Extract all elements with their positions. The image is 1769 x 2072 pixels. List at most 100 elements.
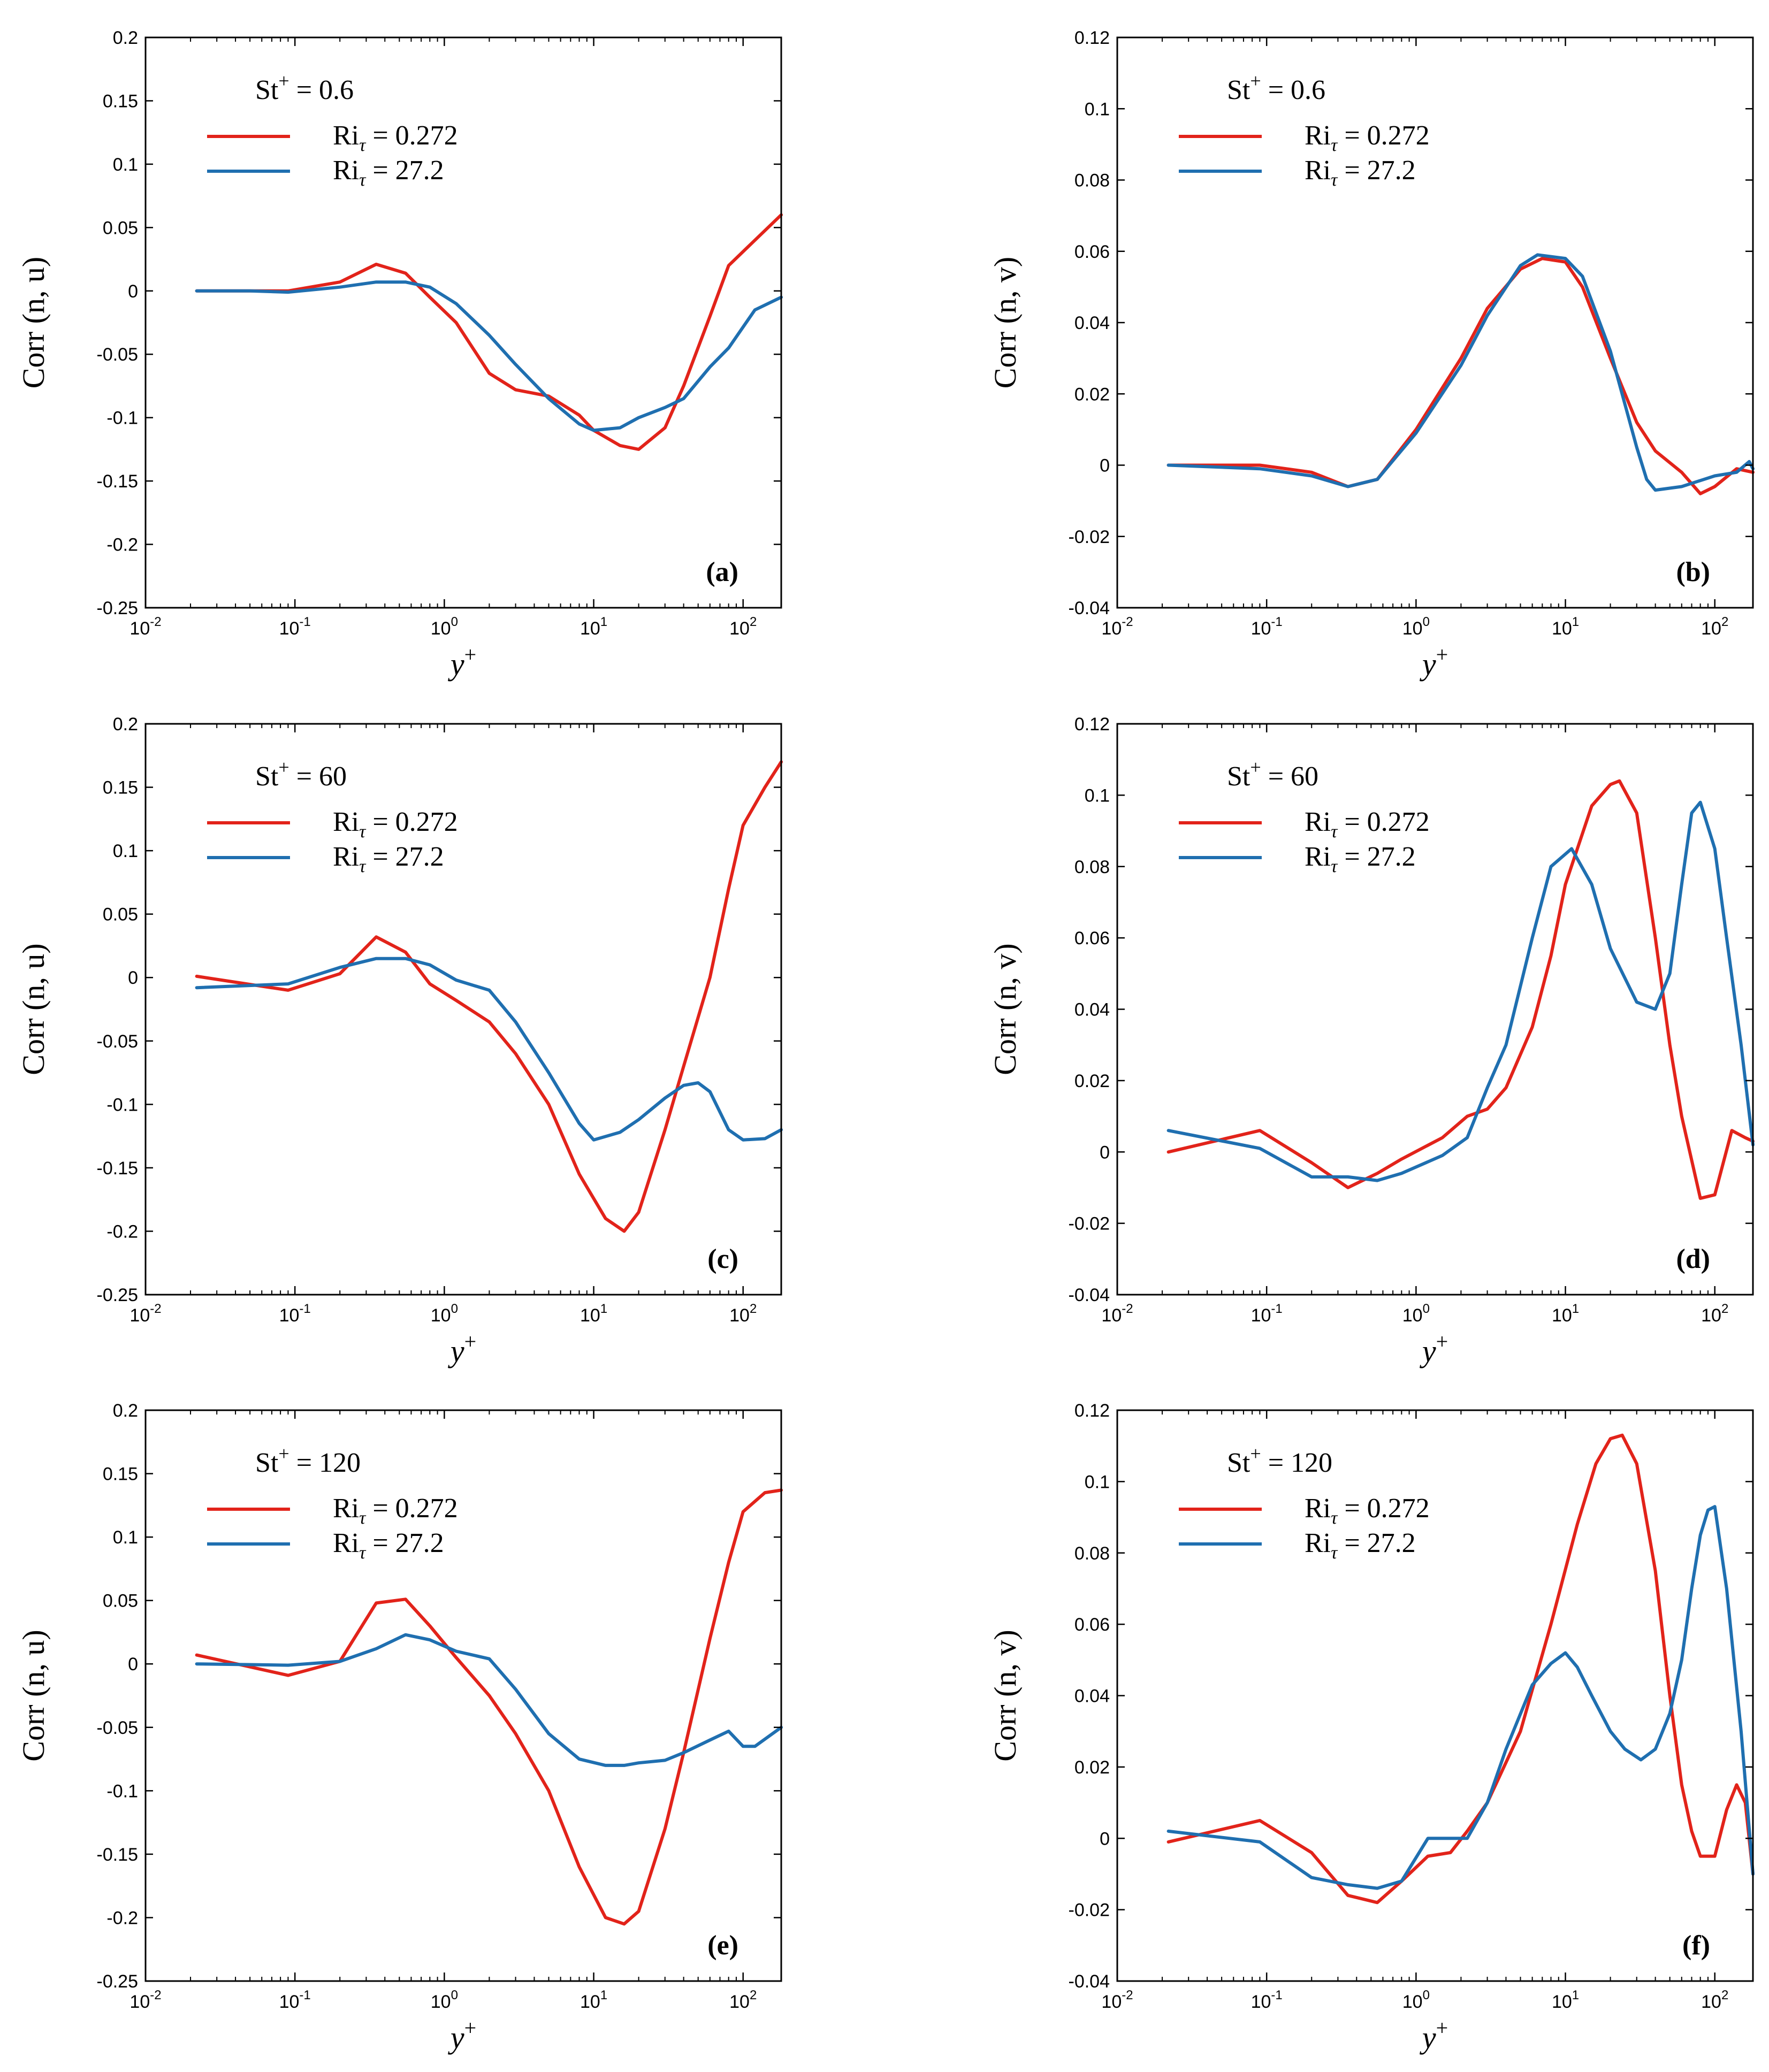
y-tick-label: -0.2 (106, 1221, 138, 1242)
series-line-0 (1166, 779, 1755, 1200)
y-tick-label: -0.1 (106, 408, 138, 429)
x-axis-label: y+ (448, 1329, 476, 1368)
y-tick-label: 0.12 (1074, 1401, 1110, 1421)
y-tick-label: -0.04 (1069, 598, 1110, 618)
x-tick-label: 10-1 (279, 615, 311, 639)
y-tick-label: -0.15 (97, 1158, 139, 1179)
x-tick-label: 10-2 (129, 615, 161, 639)
y-tick-label: 0.15 (103, 1464, 138, 1485)
y-tick-label: -0.02 (1069, 527, 1110, 547)
y-tick-label: 0 (1100, 456, 1110, 476)
x-tick-label: 101 (1552, 1302, 1579, 1326)
x-tick-label: 100 (1402, 1302, 1430, 1326)
series-line-1 (1166, 1505, 1755, 1890)
x-tick-label: 101 (1552, 1988, 1579, 2012)
x-tick-label: 100 (1402, 615, 1430, 639)
series-line-0 (195, 1488, 783, 1926)
y-tick-label: 0.15 (103, 778, 138, 798)
plot-frame (1116, 723, 1754, 1296)
series-line-1 (195, 280, 783, 432)
y-tick-label: 0.02 (1074, 384, 1110, 404)
panel-label: (c) (707, 1244, 738, 1274)
legend-label-1: Riτ = 27.2 (333, 1528, 444, 1563)
y-tick-label: -0.05 (97, 1718, 139, 1738)
y-tick-label: 0.12 (1074, 714, 1110, 735)
y-tick-label: -0.15 (97, 471, 139, 492)
y-tick-label: 0.2 (113, 714, 138, 735)
x-tick-label: 102 (729, 1302, 757, 1326)
y-axis-label: Corr (n, v) (988, 1630, 1023, 1761)
x-tick-label: 10-1 (1251, 1302, 1283, 1326)
y-tick-label: -0.2 (106, 535, 138, 555)
y-tick-label: 0.08 (1074, 1543, 1110, 1564)
plot-frame (1116, 36, 1754, 609)
plot-frame (144, 723, 782, 1296)
x-tick-label: 10-2 (1101, 1988, 1133, 2012)
legend-label-1: Riτ = 27.2 (1305, 155, 1416, 190)
legend-label-0: Riτ = 0.272 (1305, 807, 1430, 842)
y-tick-label: 0.1 (1085, 785, 1110, 806)
plot-frame (1116, 1409, 1754, 1982)
legend-label-0: Riτ = 0.272 (1305, 1493, 1430, 1528)
plot-frame (144, 1409, 782, 1982)
y-tick-label: 0 (128, 1654, 138, 1675)
y-tick-label: -0.1 (106, 1095, 138, 1115)
panel-label: (a) (706, 557, 738, 587)
legend-label-0: Riτ = 0.272 (333, 807, 458, 842)
panel-title: St+ = 60 (1227, 756, 1318, 792)
series-line-0 (195, 760, 783, 1233)
y-tick-label: 0.1 (113, 1527, 138, 1548)
x-tick-label: 101 (580, 615, 607, 639)
panel-d: -0.04 -0.02 0 0.02 0.04 0.06 0.08 0.1 0.12 10-2 10… (988, 714, 1755, 1368)
panel-c: -0.25 -0.2 -0.15 -0.1 -0.05 0 0.05 0.1 0.15 0.2 10… (16, 714, 783, 1368)
x-axis-label: y+ (448, 2016, 476, 2055)
x-tick-label: 100 (1402, 1988, 1430, 2012)
x-tick-label: 102 (1701, 1302, 1728, 1326)
x-axis-label: y+ (448, 643, 476, 682)
y-tick-label: -0.1 (106, 1781, 138, 1801)
series-line-0 (1166, 1433, 1755, 1905)
y-tick-label: 0 (128, 281, 138, 302)
panel-title: St+ = 0.6 (255, 70, 354, 105)
y-tick-label: 0.02 (1074, 1757, 1110, 1778)
y-tick-label: 0.05 (103, 905, 138, 925)
x-tick-label: 10-2 (129, 1988, 161, 2012)
y-axis-label: Corr (n, u) (16, 1630, 51, 1761)
panel-title: St+ = 60 (255, 756, 347, 792)
y-tick-label: -0.04 (1069, 1285, 1110, 1305)
y-tick-label: 0.02 (1074, 1071, 1110, 1091)
x-tick-label: 102 (729, 615, 757, 639)
legend-label-1: Riτ = 27.2 (1305, 1528, 1416, 1563)
series-line-1 (1166, 800, 1755, 1182)
y-tick-label: -0.15 (97, 1845, 139, 1865)
plot-frame (144, 36, 782, 609)
y-tick-label: -0.02 (1069, 1214, 1110, 1234)
panel-label: (b) (1676, 557, 1710, 587)
panel-label: (e) (707, 1930, 738, 1961)
y-axis-label: Corr (n, v) (988, 257, 1023, 388)
legend-label-1: Riτ = 27.2 (333, 842, 444, 876)
x-tick-label: 100 (431, 615, 458, 639)
series-line-1 (195, 957, 783, 1142)
panel-title: St+ = 120 (255, 1443, 361, 1478)
y-tick-label: 0.08 (1074, 857, 1110, 877)
series-line-1 (195, 1633, 783, 1767)
y-tick-label: 0.06 (1074, 928, 1110, 949)
y-axis-label: Corr (n, v) (988, 943, 1023, 1075)
x-tick-label: 10-1 (1251, 615, 1283, 639)
panel-label: (d) (1676, 1244, 1710, 1274)
x-tick-label: 102 (729, 1988, 757, 2012)
legend-label-0: Riτ = 0.272 (333, 120, 458, 155)
legend-label-1: Riτ = 27.2 (1305, 842, 1416, 876)
x-tick-label: 10-2 (1101, 615, 1133, 639)
panel-e: -0.25 -0.2 -0.15 -0.1 -0.05 0 0.05 0.1 0.15 0.2 10… (16, 1401, 783, 2055)
y-tick-label: 0.1 (1085, 1472, 1110, 1492)
x-tick-label: 101 (580, 1302, 607, 1326)
panel-title: St+ = 0.6 (1227, 70, 1325, 105)
y-tick-label: 0.2 (113, 1401, 138, 1421)
y-tick-label: 0.15 (103, 91, 138, 111)
y-tick-label: -0.25 (97, 1971, 139, 1992)
y-tick-label: 0.12 (1074, 28, 1110, 48)
x-tick-label: 101 (580, 1988, 607, 2012)
x-tick-label: 10-1 (1251, 1988, 1283, 2012)
